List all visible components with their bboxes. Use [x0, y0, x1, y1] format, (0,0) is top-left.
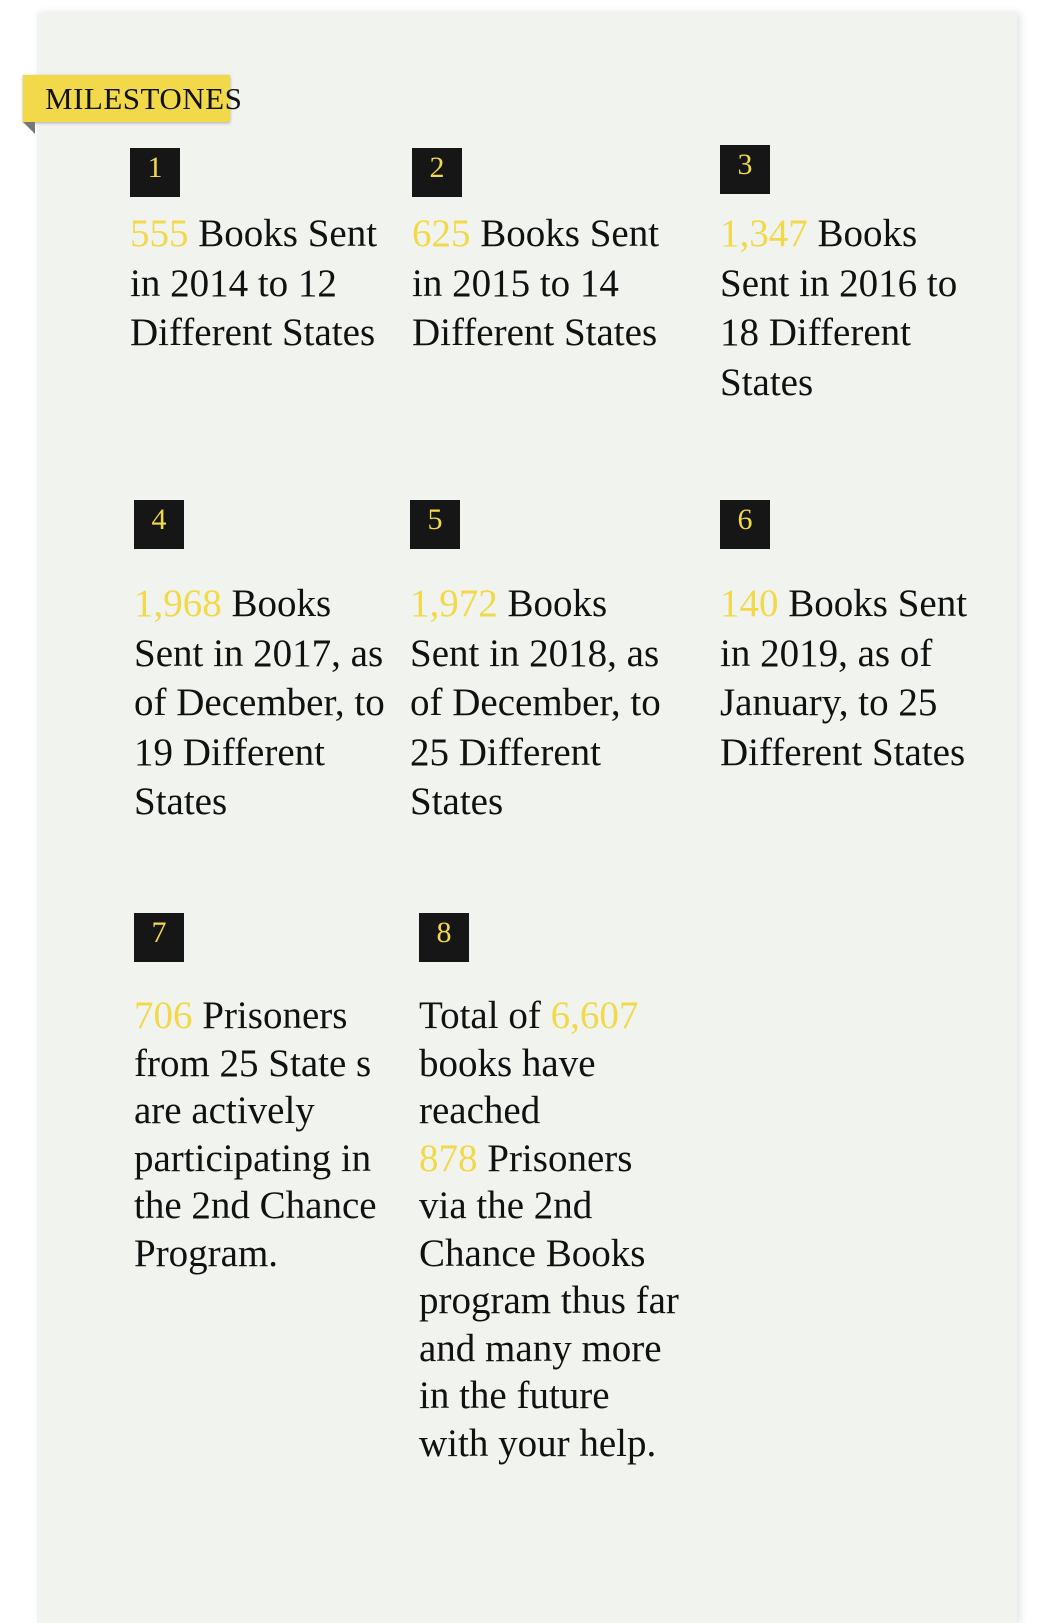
milestone-value-2: 878 [419, 1136, 478, 1180]
milestone-number: 3 [720, 145, 770, 194]
milestone-6: 6 140 Books Sent in 2019, as of January,… [720, 500, 985, 777]
milestone-number: 2 [412, 148, 462, 197]
milestone-text: Books Sent in 2016 to 18 Different State… [720, 212, 958, 404]
ribbon-fold [23, 122, 35, 134]
milestone-2: 2 625 Books Sent in 2015 to 14 Different… [412, 148, 677, 358]
milestone-number: 1 [130, 148, 180, 197]
milestone-text: Books Sent in 2017, as of December, to 1… [134, 582, 385, 823]
milestone-value: 140 [720, 582, 779, 625]
milestone-value: 625 [412, 212, 471, 255]
milestone-8: 8 Total of 6,607 books have reached 878 … [419, 913, 684, 1467]
milestone-prefix: Total of [419, 994, 551, 1037]
milestone-number: 5 [410, 500, 460, 549]
milestone-value: 6,607 [550, 994, 639, 1037]
section-label: MILESTONES [23, 75, 242, 122]
milestone-number: 8 [419, 913, 469, 962]
milestone-value: 555 [130, 212, 189, 255]
milestone-3: 3 1,347 Books Sent in 2016 to 18 Differe… [720, 145, 985, 407]
milestone-number: 4 [134, 500, 184, 549]
milestone-value: 1,347 [720, 212, 808, 255]
milestone-number: 6 [720, 500, 770, 549]
milestone-value: 1,972 [410, 582, 498, 625]
milestone-value: 706 [134, 994, 193, 1037]
milestone-text: Books Sent in 2014 to 12 Different State… [130, 212, 378, 354]
milestones-panel [37, 13, 1017, 1623]
milestone-7: 7 706 Prisoners from 25 State s are acti… [134, 913, 399, 1277]
milestone-text: Books Sent in 2015 to 14 Different State… [412, 212, 660, 354]
milestone-text-2: Prisoners via the 2nd Chance Books progr… [419, 1136, 679, 1465]
milestone-text: Books Sent in 2019, as of January, to 25… [720, 582, 968, 774]
milestone-5: 5 1,972 Books Sent in 2018, as of Decemb… [410, 500, 675, 827]
milestone-value: 1,968 [134, 582, 222, 625]
milestone-text: Prisoners from 25 State s are actively p… [134, 994, 377, 1275]
milestone-text: Books Sent in 2018, as of December, to 2… [410, 582, 661, 823]
milestone-number: 7 [134, 913, 184, 962]
milestone-text: books have reached [419, 1041, 596, 1133]
milestone-1: 1 555 Books Sent in 2014 to 12 Different… [130, 148, 395, 358]
milestone-4: 4 1,968 Books Sent in 2017, as of Decemb… [134, 500, 399, 827]
